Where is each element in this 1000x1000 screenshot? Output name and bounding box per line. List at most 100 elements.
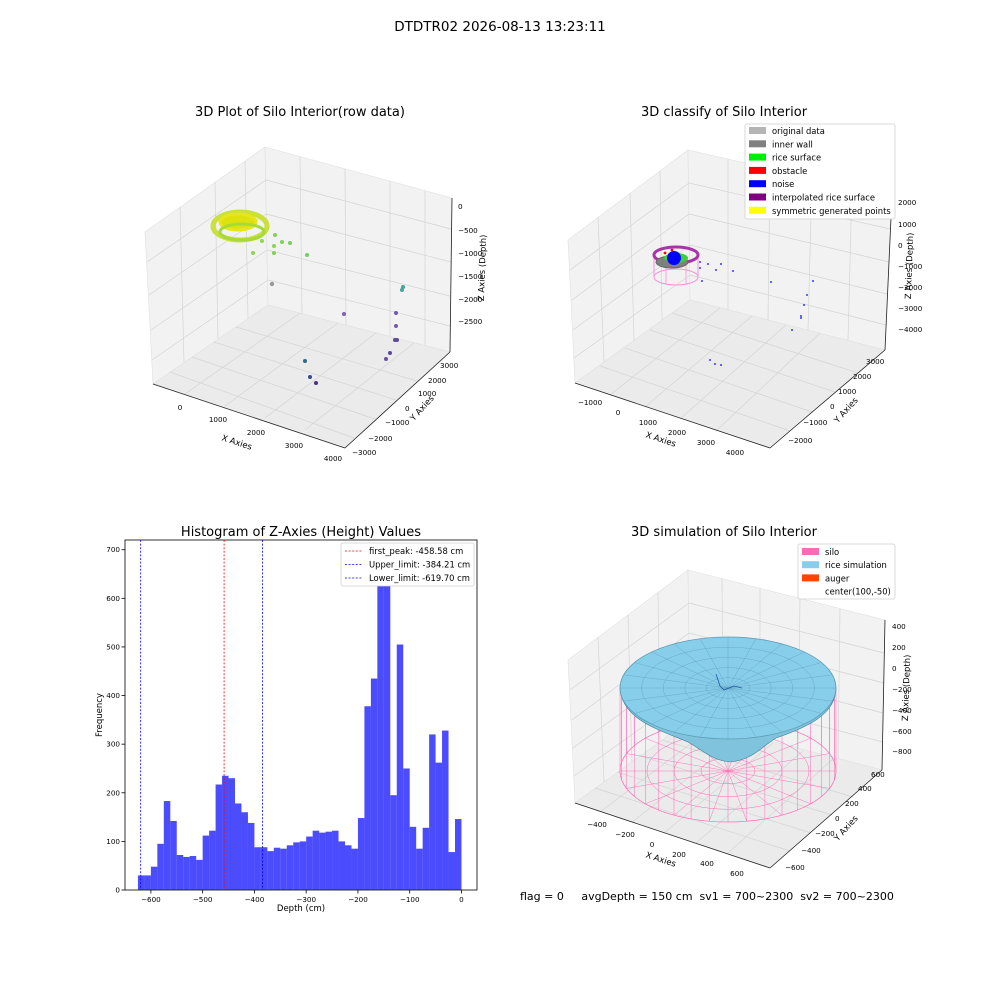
classify-noise-point: [803, 304, 805, 306]
histogram-bar: [137, 875, 145, 890]
histogram-bar: [144, 875, 151, 890]
raw-y-tick: 2000: [428, 376, 447, 385]
raw-rice-surface-cluster: [210, 209, 309, 257]
raw-point: [272, 244, 276, 248]
simulation-z-axis-label: Z Axies (Depth): [901, 654, 913, 721]
rice-mesh-spoke: [727, 687, 833, 702]
simulation-legend-swatch: [802, 548, 819, 555]
histogram-bar: [150, 866, 158, 890]
histogram-bar: [189, 855, 197, 890]
classify-legend-label: rice surface: [772, 153, 821, 163]
classify-legend-label: obstacle: [772, 166, 807, 176]
histogram-bar: [202, 835, 210, 890]
raw-z-axis-label: Z Axies (Depth): [477, 234, 489, 301]
classify-legend-swatch: [749, 127, 766, 134]
raw-z-tick: −2500: [458, 317, 483, 326]
histogram-bar: [273, 847, 281, 890]
histogram-bar: [442, 730, 449, 890]
histogram-legend-label: first_peak: -458.58 cm: [369, 546, 463, 556]
raw-point: [395, 338, 399, 342]
histogram-title: Histogram of Z-Axies (Height) Values: [181, 525, 421, 540]
classify-legend-label: symmetric generated points: [772, 206, 891, 216]
histogram-bar: [396, 644, 404, 890]
classify-noise-point: [707, 263, 709, 265]
simulation-legend-swatch: [802, 574, 819, 582]
rice-mesh-spoke: [651, 651, 729, 689]
raw-y-axis-label: Y Axies: [408, 393, 437, 424]
histogram-bar: [455, 819, 462, 890]
raw-y-tick-labels: −3000 −2000 −1000 0 1000 2000 3000: [352, 361, 459, 457]
silo-floor-spoke: [645, 737, 729, 772]
raw-point: [273, 233, 277, 237]
histogram-x-ticks: −600 −500 −400 −300 −200 −100 0: [141, 890, 464, 904]
simulation-z-tick: 200: [892, 643, 906, 652]
classify-y-axis-line: [769, 349, 886, 449]
rice-mesh-spoke: [651, 687, 729, 725]
classify-noise-cluster: [667, 251, 681, 265]
histogram-vlines: [140, 540, 263, 890]
classify-y-tick-labels: −2000 −1000 0 1000 2000 3000: [788, 357, 885, 445]
silo-floor-spoke: [727, 753, 830, 772]
raw-z-tick: −2000: [458, 295, 483, 304]
histogram-bar: [377, 584, 384, 890]
simulation-x-tick: −400: [587, 820, 607, 829]
classify-x-tick: −1000: [578, 398, 603, 407]
rice-simulation-surface: [619, 636, 837, 763]
simulation-legend: silo rice simulation auger center(100,-50): [797, 543, 896, 600]
raw-z-tick: 0: [458, 202, 463, 211]
classify-legend: original data inner wall rice surface obsta…: [744, 123, 896, 220]
classify-noise-point: [720, 364, 722, 366]
classify-noise-point: [699, 261, 701, 263]
raw-x-tick: 2000: [247, 428, 266, 437]
histogram-bar: [409, 826, 417, 890]
silo-floor-spoke: [626, 770, 729, 789]
raw-y-tick: −3000: [352, 448, 377, 457]
simulation-x-tick: −200: [615, 830, 635, 839]
classify-y-tick: 3000: [866, 357, 885, 366]
classify-x-tick: 3000: [697, 438, 716, 447]
simulation-y-tick: −600: [785, 863, 805, 872]
simulation-z-tick: −400: [892, 706, 912, 715]
rice-mesh-spoke: [623, 674, 729, 689]
classify-legend-swatch: [749, 140, 766, 148]
classify-legend-swatch: [749, 180, 766, 188]
histogram-bar: [228, 778, 235, 890]
status-line: flag = 0 avgDepth = 150 cm sv1 = 700~230…: [520, 890, 894, 903]
raw-x-tick-labels: 0 1000 2000 3000 4000: [178, 403, 343, 463]
classify-3d-plot: 3D classify of Silo Interior −1000 0 100…: [567, 105, 923, 457]
raw-z-axis-line: [449, 197, 453, 353]
classify-z-tick: 2000: [898, 198, 917, 207]
histogram-bar: [390, 795, 397, 890]
simulation-x-tick-labels: −400 −200 0 200 400 600: [587, 820, 744, 878]
simulation-x-axis-line: [574, 802, 771, 869]
raw-x-tick: 1000: [209, 415, 228, 424]
classify-z-axis-line: [884, 195, 893, 351]
raw-point: [394, 324, 398, 328]
silo-floor-spoke: [727, 770, 748, 822]
raw-z-tick: −500: [458, 226, 478, 235]
histogram-bar: [325, 831, 333, 890]
histogram-x-tick-label: −100: [400, 895, 420, 904]
histogram-bar: [306, 836, 313, 890]
histogram-bar: [170, 820, 177, 890]
classify-x-tick: 0: [616, 408, 621, 417]
histogram-plot: Histogram of Z-Axies (Height) Values −60…: [95, 525, 478, 914]
classify-noise-point: [791, 329, 793, 331]
histogram-bar: [222, 775, 229, 890]
histogram-bar: [260, 847, 268, 890]
raw-x-tick: 3000: [285, 441, 304, 450]
simulation-y-tick-labels: −600 −400 −200 0 200 400 600: [785, 770, 885, 872]
classify-x-tick: 1000: [639, 418, 658, 427]
silo-floor-spoke: [708, 770, 729, 822]
silo-floor-spoke: [727, 770, 830, 789]
classify-noise-point: [800, 315, 802, 317]
classify-z-tick: −1000: [898, 262, 923, 271]
raw-y-tick: 1000: [418, 389, 437, 398]
simulation-z-tick-labels: 400 200 0 −200 −400 −600 −800: [892, 622, 912, 756]
histogram-bar: [332, 830, 339, 890]
simulation-z-tick: −600: [892, 727, 912, 736]
histogram-bar: [196, 859, 203, 890]
classify-noise-point: [720, 263, 722, 265]
histogram-bar: [435, 762, 443, 890]
